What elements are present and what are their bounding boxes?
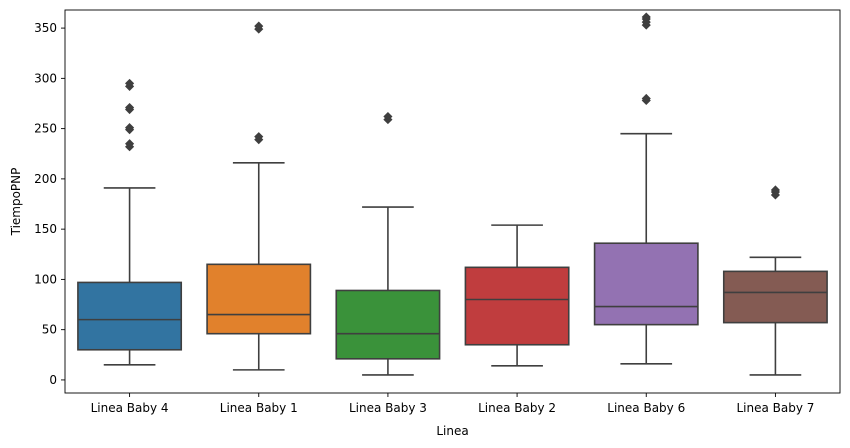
box-group [206,21,312,371]
outlier-point [254,132,264,142]
y-axis-title: TiempoPNP [9,168,23,237]
y-tick-label: 300 [34,71,57,85]
x-axis-title: Linea [436,424,468,438]
box-iqr [206,263,312,335]
y-tick-label: 100 [34,272,57,286]
y-tick-label: 350 [34,21,57,35]
x-axis-ticks: Linea Baby 4 Linea Baby 1 Linea Baby 3 Line… [91,393,814,415]
box-group [77,78,183,366]
y-tick-label: 50 [42,323,57,337]
box-iqr [335,289,441,360]
y-tick-label: 200 [34,172,57,186]
box-iqr [722,270,828,324]
outlier-point [641,93,651,104]
x-tick-label: Linea Baby 7 [736,401,814,415]
y-tick-label: 150 [34,222,57,236]
x-tick-label: Linea Baby 6 [607,401,685,415]
y-tick-label: 0 [49,373,57,387]
plot-frame [64,9,841,394]
box-group [335,111,441,376]
y-tick-label: 250 [34,122,57,136]
boxes-layer [77,12,828,376]
outlier-point [770,185,780,195]
outlier-point [125,102,135,113]
box-iqr [593,242,699,326]
y-axis-ticks: 0 50 100 150 200 250 300 350 [34,21,65,387]
x-tick-label: Linea Baby 1 [220,401,298,415]
x-tick-label: Linea Baby 4 [91,401,169,415]
outlier-point [125,78,135,88]
box-group [722,185,828,376]
outlier-point [125,123,135,133]
outlier-point [641,12,651,22]
box-iqr [77,281,183,351]
x-tick-label: Linea Baby 2 [478,401,556,415]
outlier-point [254,21,264,31]
outlier-point [383,111,393,122]
box-group [593,12,699,365]
box-iqr [464,266,570,346]
x-tick-label: Linea Baby 3 [349,401,427,415]
box-group [464,224,570,367]
outlier-point [125,139,135,149]
